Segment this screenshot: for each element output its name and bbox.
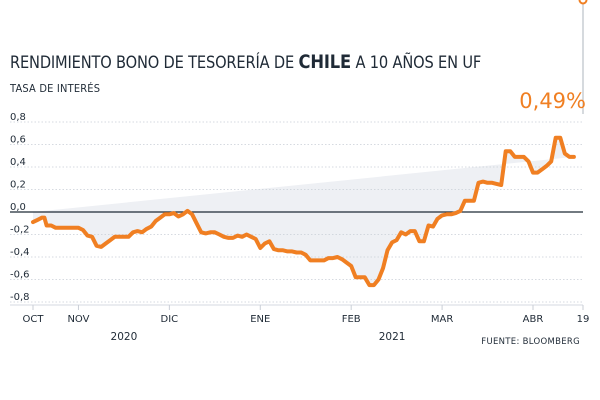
x-tick-label: ABR	[523, 314, 544, 325]
last-value-label: 0,49%	[519, 89, 586, 113]
y-tick-label: -0,8	[10, 292, 30, 303]
y-tick-label: -0,4	[10, 247, 30, 258]
y-tick-label: -0,2	[10, 225, 30, 236]
x-tick-label: FEB	[342, 314, 361, 325]
source-note: FUENTE: BLOOMBERG	[481, 337, 580, 347]
y-tick-label: 0,0	[10, 202, 26, 213]
x-tick-label: OCT	[23, 314, 45, 325]
x-tick-label: ENE	[250, 314, 270, 325]
y-tick-label: 0,2	[10, 180, 26, 191]
chart-title: RENDIMIENTO BONO DE TESORERÍA DE CHILE A…	[10, 51, 482, 73]
y-tick-label: 0,8	[10, 112, 26, 123]
last-point-marker	[578, 0, 588, 5]
x-tick-label: NOV	[67, 314, 89, 325]
y-axis-label: TASA DE INTERÉS	[10, 82, 101, 95]
year-label: 2020	[111, 331, 138, 343]
year-label: 2021	[379, 331, 406, 343]
yield-line	[31, 135, 576, 288]
x-tick-label: 19	[577, 314, 590, 325]
x-tick-label: MAR	[431, 314, 453, 325]
y-tick-label: 0,4	[10, 157, 26, 168]
x-tick-label: DIC	[161, 314, 179, 325]
y-tick-label: 0,6	[10, 135, 26, 146]
y-tick-label: -0,6	[10, 270, 30, 281]
